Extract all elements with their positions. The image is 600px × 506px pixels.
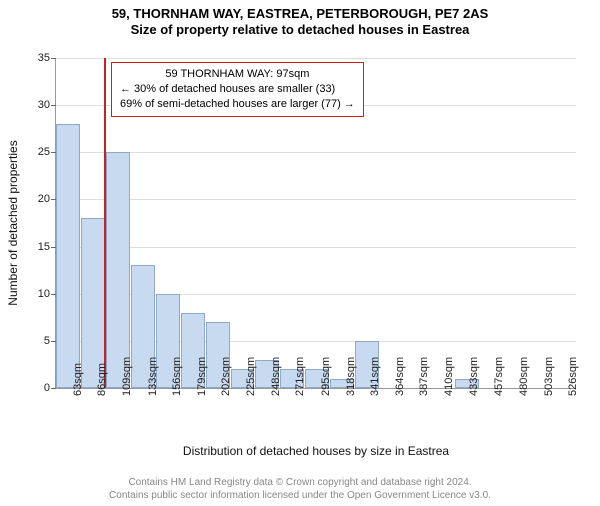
xtick-label: 364sqm <box>394 357 406 396</box>
xtick-label: 63sqm <box>72 363 84 396</box>
xtick-label: 202sqm <box>220 357 232 396</box>
xaxis-title: Distribution of detached houses by size … <box>56 444 576 458</box>
xtick-label: 179sqm <box>196 357 208 396</box>
xtick-label: 86sqm <box>96 363 108 396</box>
histogram-chart: 0510152025303563sqm86sqm109sqm133sqm156s… <box>55 58 576 389</box>
xtick-label: 433sqm <box>468 357 480 396</box>
ytick-label: 0 <box>44 382 50 394</box>
xtick-label: 225sqm <box>245 357 257 396</box>
xtick-label: 318sqm <box>345 357 357 396</box>
xtick-label: 503sqm <box>543 357 555 396</box>
xtick-label: 109sqm <box>121 357 133 396</box>
ytick-label: 20 <box>38 193 50 205</box>
legend-box: 59 THORNHAM WAY: 97sqm← 30% of detached … <box>111 62 364 117</box>
ytick-label: 15 <box>38 241 50 253</box>
histogram-bar <box>56 124 80 388</box>
property-marker-line <box>104 58 106 388</box>
footer-line1: Contains HM Land Registry data © Crown c… <box>0 477 600 490</box>
ytick-label: 10 <box>38 288 50 300</box>
xtick-label: 387sqm <box>418 357 430 396</box>
page-title-line1: 59, THORNHAM WAY, EASTREA, PETERBOROUGH,… <box>0 6 600 22</box>
histogram-bar <box>106 152 130 388</box>
xtick-label: 526sqm <box>567 357 579 396</box>
legend-line: ← 30% of detached houses are smaller (33… <box>120 82 355 97</box>
xtick-label: 410sqm <box>443 357 455 396</box>
legend-line: 59 THORNHAM WAY: 97sqm <box>120 67 355 82</box>
xtick-label: 133sqm <box>147 357 159 396</box>
xtick-label: 341sqm <box>369 357 381 396</box>
ytick-label: 5 <box>44 335 50 347</box>
xtick-label: 271sqm <box>294 357 306 396</box>
gridline <box>56 58 576 59</box>
gridline <box>56 199 576 200</box>
ytick-label: 35 <box>38 52 50 64</box>
xtick-label: 457sqm <box>493 357 505 396</box>
ytick-mark <box>51 105 56 106</box>
ytick-mark <box>51 58 56 59</box>
xtick-label: 295sqm <box>320 357 332 396</box>
xtick-label: 480sqm <box>518 357 530 396</box>
yaxis-title: Number of detached properties <box>6 140 20 305</box>
xtick-label: 156sqm <box>171 357 183 396</box>
footer-line2: Contains public sector information licen… <box>0 490 600 503</box>
legend-line: 69% of semi-detached houses are larger (… <box>120 97 355 112</box>
xtick-label: 248sqm <box>270 357 282 396</box>
ytick-label: 25 <box>38 146 50 158</box>
footer-attribution: Contains HM Land Registry data © Crown c… <box>0 477 600 502</box>
gridline <box>56 247 576 248</box>
ytick-label: 30 <box>38 99 50 111</box>
ytick-mark <box>51 388 56 389</box>
page-title-line2: Size of property relative to detached ho… <box>0 22 600 38</box>
gridline <box>56 152 576 153</box>
